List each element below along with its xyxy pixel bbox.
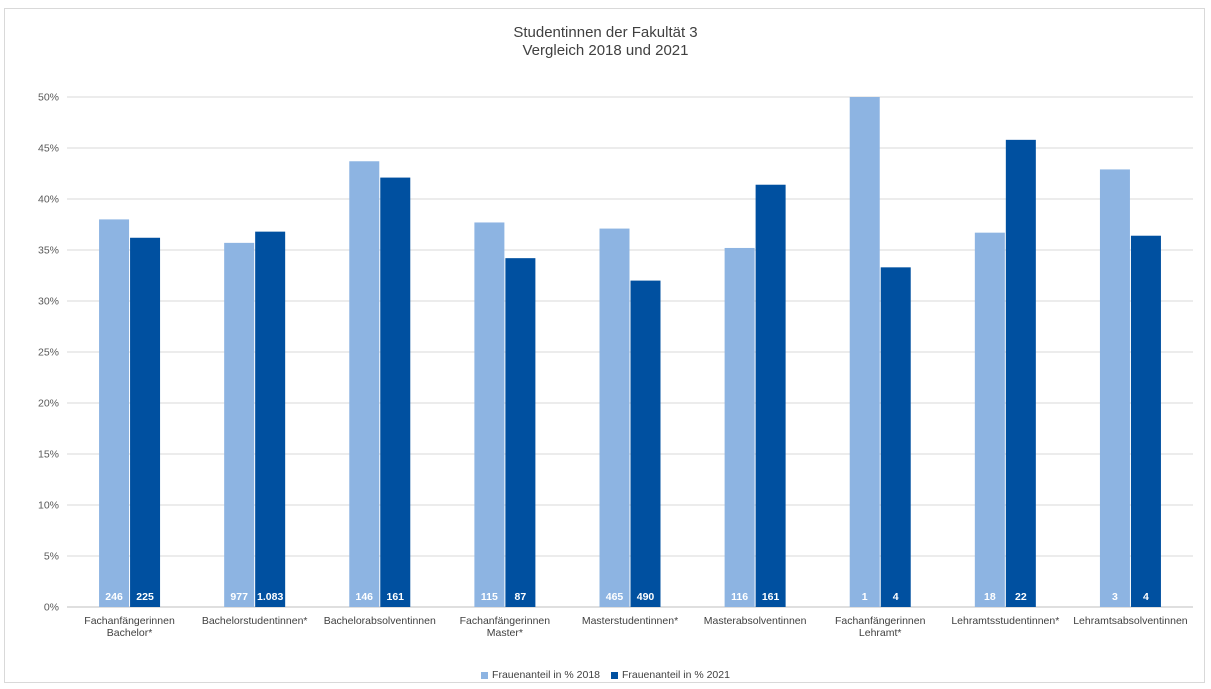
data-label: 146 <box>356 591 374 603</box>
bar-2021 <box>1130 235 1161 607</box>
data-label: 225 <box>136 591 154 603</box>
legend-item-2021: Frauenanteil in % 2021 <box>610 669 730 681</box>
legend-swatch-2018 <box>481 671 489 679</box>
bar-2021 <box>880 267 911 607</box>
y-tick-label: 20% <box>38 398 59 410</box>
data-label: 115 <box>481 591 498 603</box>
bar-2018 <box>599 228 630 607</box>
bar-2018 <box>349 161 380 607</box>
data-label: 18 <box>984 591 996 603</box>
y-tick-label: 25% <box>38 347 59 359</box>
y-tick-label: 30% <box>38 296 59 308</box>
bar-2021 <box>130 237 161 607</box>
bar-2018 <box>974 232 1005 607</box>
bars <box>99 97 1161 608</box>
legend-label-2018: Frauenanteil in % 2018 <box>492 669 601 681</box>
data-label: 4 <box>1143 591 1149 603</box>
category-label: Master* <box>487 627 523 639</box>
y-tick-label: 45% <box>38 143 59 155</box>
bar-2018 <box>99 219 130 607</box>
category-label: Bachelor* <box>107 627 153 639</box>
y-tick-label: 15% <box>38 449 59 461</box>
data-labels: 246 225 977 1.083 146 161 115 87 465 490 116 161 1 4 1… <box>105 591 1149 603</box>
category-labels: FachanfängerinnenBachelor*Bachelorstuden… <box>84 615 1187 639</box>
chart-title-line1: Studentinnen der Fakultät 3 <box>513 24 698 41</box>
data-label: 116 <box>731 591 748 603</box>
data-label: 1 <box>862 591 868 603</box>
data-label: 977 <box>230 591 248 603</box>
chart-title-line2: Vergleich 2018 und 2021 <box>522 42 689 59</box>
bar-2021 <box>1005 139 1036 607</box>
category-label: Masterstudentinnen* <box>582 615 678 627</box>
data-label: 4 <box>893 591 899 603</box>
y-tick-label: 40% <box>38 194 59 206</box>
y-tick-label: 10% <box>38 500 59 512</box>
legend: Frauenanteil in % 2018 Frauenanteil in %… <box>0 669 1211 682</box>
legend-item-2018: Frauenanteil in % 2018 <box>481 669 600 681</box>
bar-2018 <box>1099 169 1130 608</box>
data-label: 22 <box>1015 591 1027 603</box>
data-label: 465 <box>606 591 624 603</box>
bar-2021 <box>505 258 536 607</box>
gridlines <box>67 96 1193 608</box>
category-label: Fachanfängerinnen <box>84 615 175 627</box>
category-label: Bachelorstudentinnen* <box>202 615 308 627</box>
data-label: 490 <box>637 591 655 603</box>
data-label: 161 <box>762 591 780 603</box>
y-tick-label: 35% <box>38 245 59 257</box>
category-label: Lehramt* <box>859 627 902 639</box>
bar-2021 <box>255 231 286 607</box>
bar-2018 <box>849 97 880 607</box>
data-label: 3 <box>1112 591 1118 603</box>
bar-2021 <box>380 177 411 607</box>
category-label: Lehramtsabsolventinnen <box>1073 615 1188 627</box>
bar-2018 <box>474 222 505 607</box>
bar-2021 <box>755 184 786 607</box>
category-label: Lehramtsstudentinnen* <box>951 615 1059 627</box>
data-label: 161 <box>387 591 405 603</box>
category-label: Fachanfängerinnen <box>835 615 926 627</box>
data-label: 1.083 <box>257 591 283 603</box>
category-label: Fachanfängerinnen <box>460 615 551 627</box>
bar-2018 <box>724 247 755 607</box>
bar-2018 <box>224 242 255 608</box>
data-label: 87 <box>515 591 527 603</box>
category-label: Masterabsolventinnen <box>704 615 807 627</box>
y-axis-ticks: 0% 5% 10% 15% 20% 25% 30% 35% 40% 45% 50% <box>38 92 59 614</box>
category-label: Bachelorabsolventinnen <box>324 615 436 627</box>
chart-title: Studentinnen der Fakultät 3 Vergleich 20… <box>0 24 1211 60</box>
y-tick-label: 50% <box>38 92 59 104</box>
y-tick-label: 5% <box>44 551 59 563</box>
data-label: 246 <box>105 591 123 603</box>
y-tick-label: 0% <box>44 602 59 614</box>
bar-2021 <box>630 280 661 607</box>
legend-label-2021: Frauenanteil in % 2021 <box>621 669 730 681</box>
legend-swatch-2021 <box>610 671 618 679</box>
